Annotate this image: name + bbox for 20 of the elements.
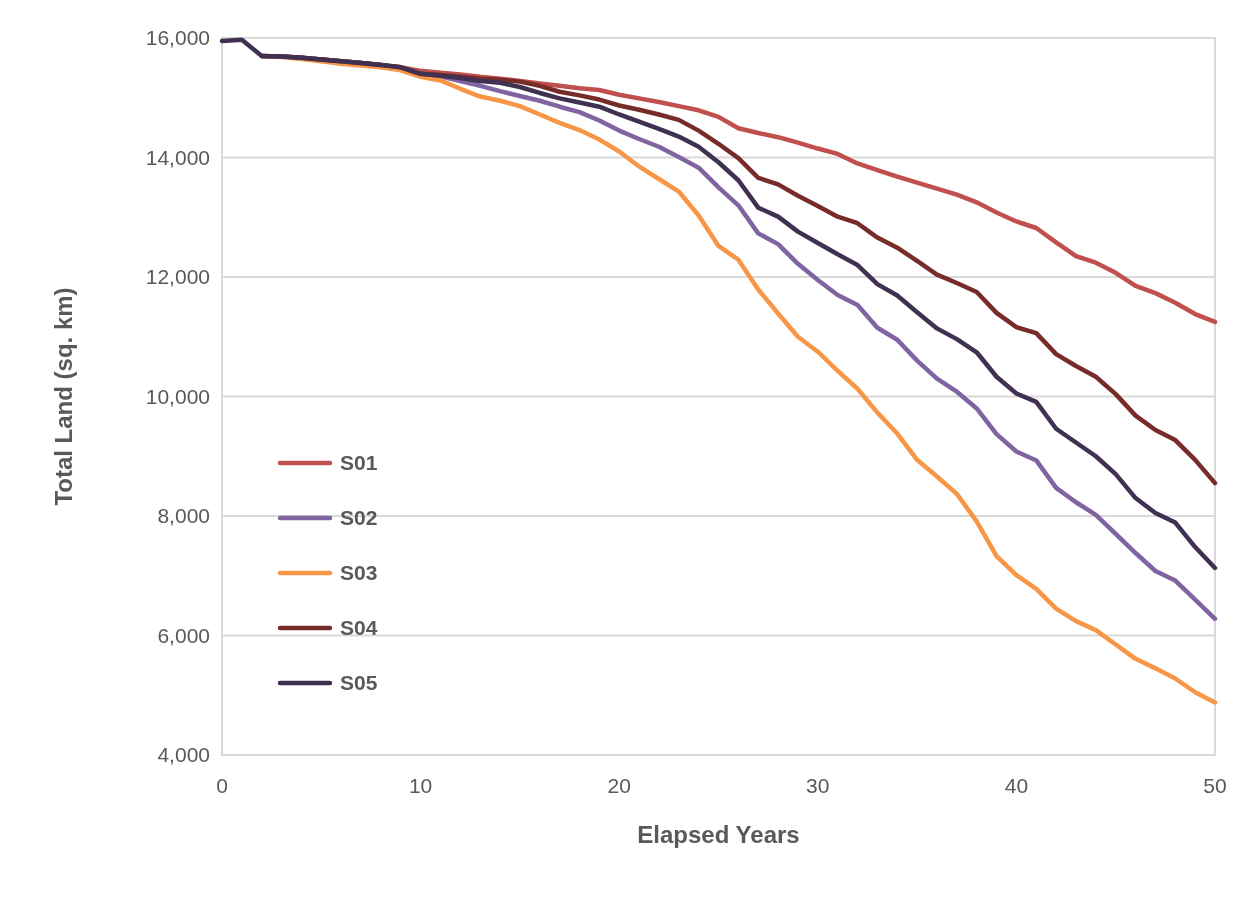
x-tick-label: 40 xyxy=(1004,774,1029,797)
legend-label: S02 xyxy=(340,506,378,530)
x-axis-title: Elapsed Years xyxy=(637,821,800,848)
x-tick-label: 10 xyxy=(408,774,433,797)
x-tick-label: 30 xyxy=(806,774,830,797)
y-tick-label: 10,000 xyxy=(145,384,210,408)
x-tick-label: 20 xyxy=(607,774,631,797)
x-tick-label: 0 xyxy=(216,774,228,797)
x-tick-label: 50 xyxy=(1203,774,1227,797)
y-tick-label: 14,000 xyxy=(145,145,210,169)
y-tick-label: 16,000 xyxy=(145,26,210,50)
legend-label: S04 xyxy=(340,616,378,640)
y-axis-title: Total Land (sq. km) xyxy=(50,287,77,506)
y-tick-label: 6,000 xyxy=(157,623,210,647)
y-tick-label: 12,000 xyxy=(145,265,210,289)
y-tick-label: 4,000 xyxy=(157,743,210,767)
legend-label: S03 xyxy=(340,561,378,585)
y-tick-label: 8,000 xyxy=(157,504,210,528)
legend-label: S01 xyxy=(340,451,378,475)
legend-label: S05 xyxy=(340,671,378,695)
